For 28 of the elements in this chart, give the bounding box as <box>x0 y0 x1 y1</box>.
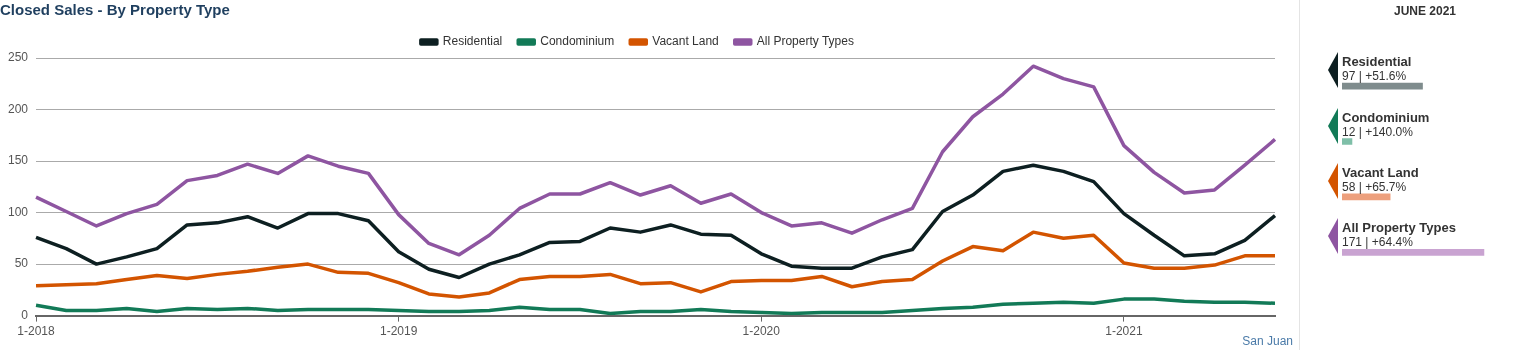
y-tick-label: Residential <box>1342 54 1412 70</box>
x-tick-label: 1-2020 <box>742 324 781 339</box>
bar <box>1342 248 1485 256</box>
data-label: 97 | +51.6% <box>1342 69 1407 84</box>
data-label: 12 | +140.0% <box>1342 124 1414 139</box>
chart-title: JUNE 2021 <box>1393 3 1457 18</box>
x-tick-label: 1-2021 <box>1105 324 1143 339</box>
x-tick-label: 1-2019 <box>379 324 418 339</box>
y-tick-label: Condominium <box>1342 109 1430 125</box>
text: San Juan <box>1242 334 1293 349</box>
y-tick-label: All Property Types <box>1342 220 1456 236</box>
y-tick-label: Vacant Land <box>1342 164 1419 180</box>
legend-label: Condominium <box>540 34 615 49</box>
y-tick-label: 250 <box>7 50 29 65</box>
y-tick-label: 0 <box>21 307 29 322</box>
data-label: 58 | +65.7% <box>1342 179 1407 194</box>
y-tick-label: 100 <box>7 204 29 219</box>
bar <box>1342 138 1353 145</box>
bar <box>1342 82 1423 90</box>
legend-label: All Property Types <box>756 34 854 49</box>
data-label: 171 | +64.4% <box>1342 235 1414 250</box>
x-tick-label: 1-2018 <box>17 324 56 339</box>
y-tick-label: 50 <box>14 256 29 271</box>
chart-title: Closed Sales - By Property Type <box>0 1 230 19</box>
y-tick-label: 150 <box>7 153 29 168</box>
y-tick-label: 200 <box>7 101 29 116</box>
legend-label: Residential <box>442 34 503 49</box>
legend-label: Vacant Land <box>652 34 719 49</box>
